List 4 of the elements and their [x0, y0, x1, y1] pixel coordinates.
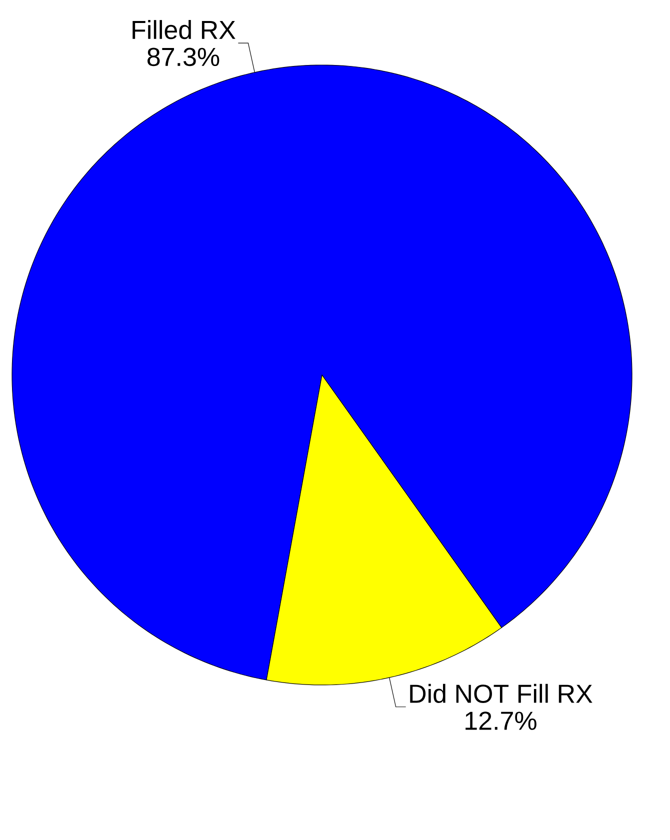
- slice-label: Filled RX: [132, 20, 236, 40]
- data-label: 12.7%: [466, 712, 536, 730]
- data-label: 87.3%: [148, 48, 220, 66]
- slice-label: Did NOT Fill RX: [410, 684, 592, 703]
